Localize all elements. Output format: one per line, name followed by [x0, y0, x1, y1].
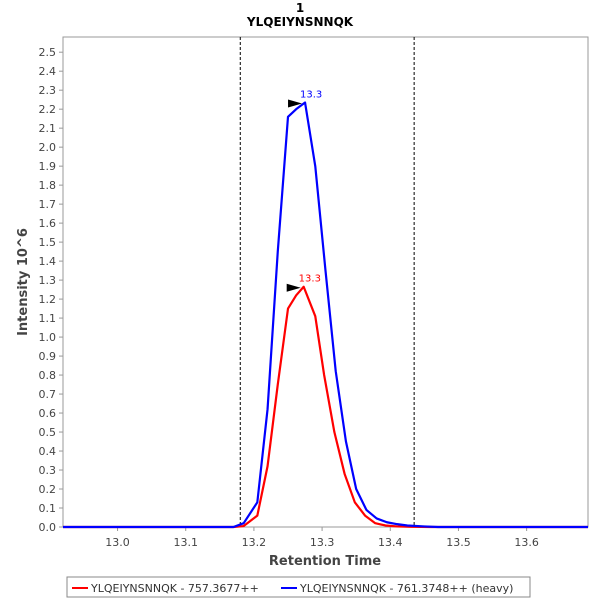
series-line [63, 101, 588, 529]
y-tick-label: 1.9 [39, 160, 57, 173]
peak-arrow-icon [286, 283, 301, 292]
peak-markers: 13.3 13.3 [286, 90, 322, 292]
y-tick-label: 0.2 [39, 483, 57, 496]
y-tick-label: 1.8 [39, 179, 57, 192]
series-lines [63, 101, 588, 529]
y-tick-label: 1.6 [39, 217, 57, 230]
y-tick-label: 1.1 [39, 312, 57, 325]
y-tick-label: 1.0 [39, 331, 57, 344]
y-tick-label: 2.1 [39, 122, 57, 135]
y-tick-label: 0.5 [39, 426, 57, 439]
y-tick-label: 0.3 [39, 464, 57, 477]
y-tick-label: 1.5 [39, 236, 57, 249]
y-tick-label: 0.9 [39, 350, 57, 363]
legend-items: YLQEIYNSNNQK - 757.3677++ YLQEIYNSNNQK - … [72, 582, 513, 595]
plot-area [62, 36, 589, 528]
y-tick-label: 0.6 [39, 407, 57, 420]
y-tick-label: 2.5 [39, 46, 57, 59]
y-tick-label: 0.7 [39, 388, 57, 401]
y-axis-label: Intensity 10^6 [16, 228, 31, 336]
y-axis: 0.0 0.1 0.2 0.3 0.4 0.5 0.6 0.7 0.8 0.9 1.0 1.1 1.2 1… [39, 46, 63, 534]
peak-arrow-icon [288, 99, 303, 108]
y-tick-label: 2.4 [39, 65, 57, 78]
y-tick-label: 1.4 [39, 255, 57, 268]
x-tick-label: 13.1 [173, 536, 198, 549]
peak-label: 13.3 [299, 274, 321, 285]
y-tick-label: 0.1 [39, 502, 57, 515]
chart-subtitle: YLQEIYNSNNQK [246, 15, 354, 29]
y-tick-label: 2.3 [39, 84, 57, 97]
y-tick-label: 0.8 [39, 369, 57, 382]
x-tick-label: 13.4 [378, 536, 403, 549]
x-tick-label: 13.5 [446, 536, 471, 549]
x-tick-label: 13.0 [105, 536, 130, 549]
x-tick-label: 13.6 [514, 536, 539, 549]
legend-item-label: YLQEIYNSNNQK - 761.3748++ (heavy) [299, 582, 513, 595]
y-tick-label: 0.4 [39, 445, 57, 458]
x-axis-label: Retention Time [269, 554, 381, 569]
chart-title: 1 [296, 1, 304, 15]
x-tick-label: 13.2 [242, 536, 267, 549]
y-tick-label: 1.7 [39, 198, 57, 211]
peak-boundaries [239, 37, 415, 527]
y-tick-label: 1.3 [39, 274, 57, 287]
y-tick-label: 1.2 [39, 293, 57, 306]
x-axis: 13.0 13.1 13.2 13.3 13.4 13.5 13.6 [105, 527, 539, 549]
x-tick-label: 13.3 [310, 536, 335, 549]
peak-label: 13.3 [300, 90, 322, 101]
y-tick-label: 2.2 [39, 103, 57, 116]
y-tick-label: 2.0 [39, 141, 57, 154]
legend [66, 576, 531, 598]
legend-item-label: YLQEIYNSNNQK - 757.3677++ [90, 582, 259, 595]
series-line [63, 285, 588, 529]
y-tick-label: 0.0 [39, 521, 57, 534]
